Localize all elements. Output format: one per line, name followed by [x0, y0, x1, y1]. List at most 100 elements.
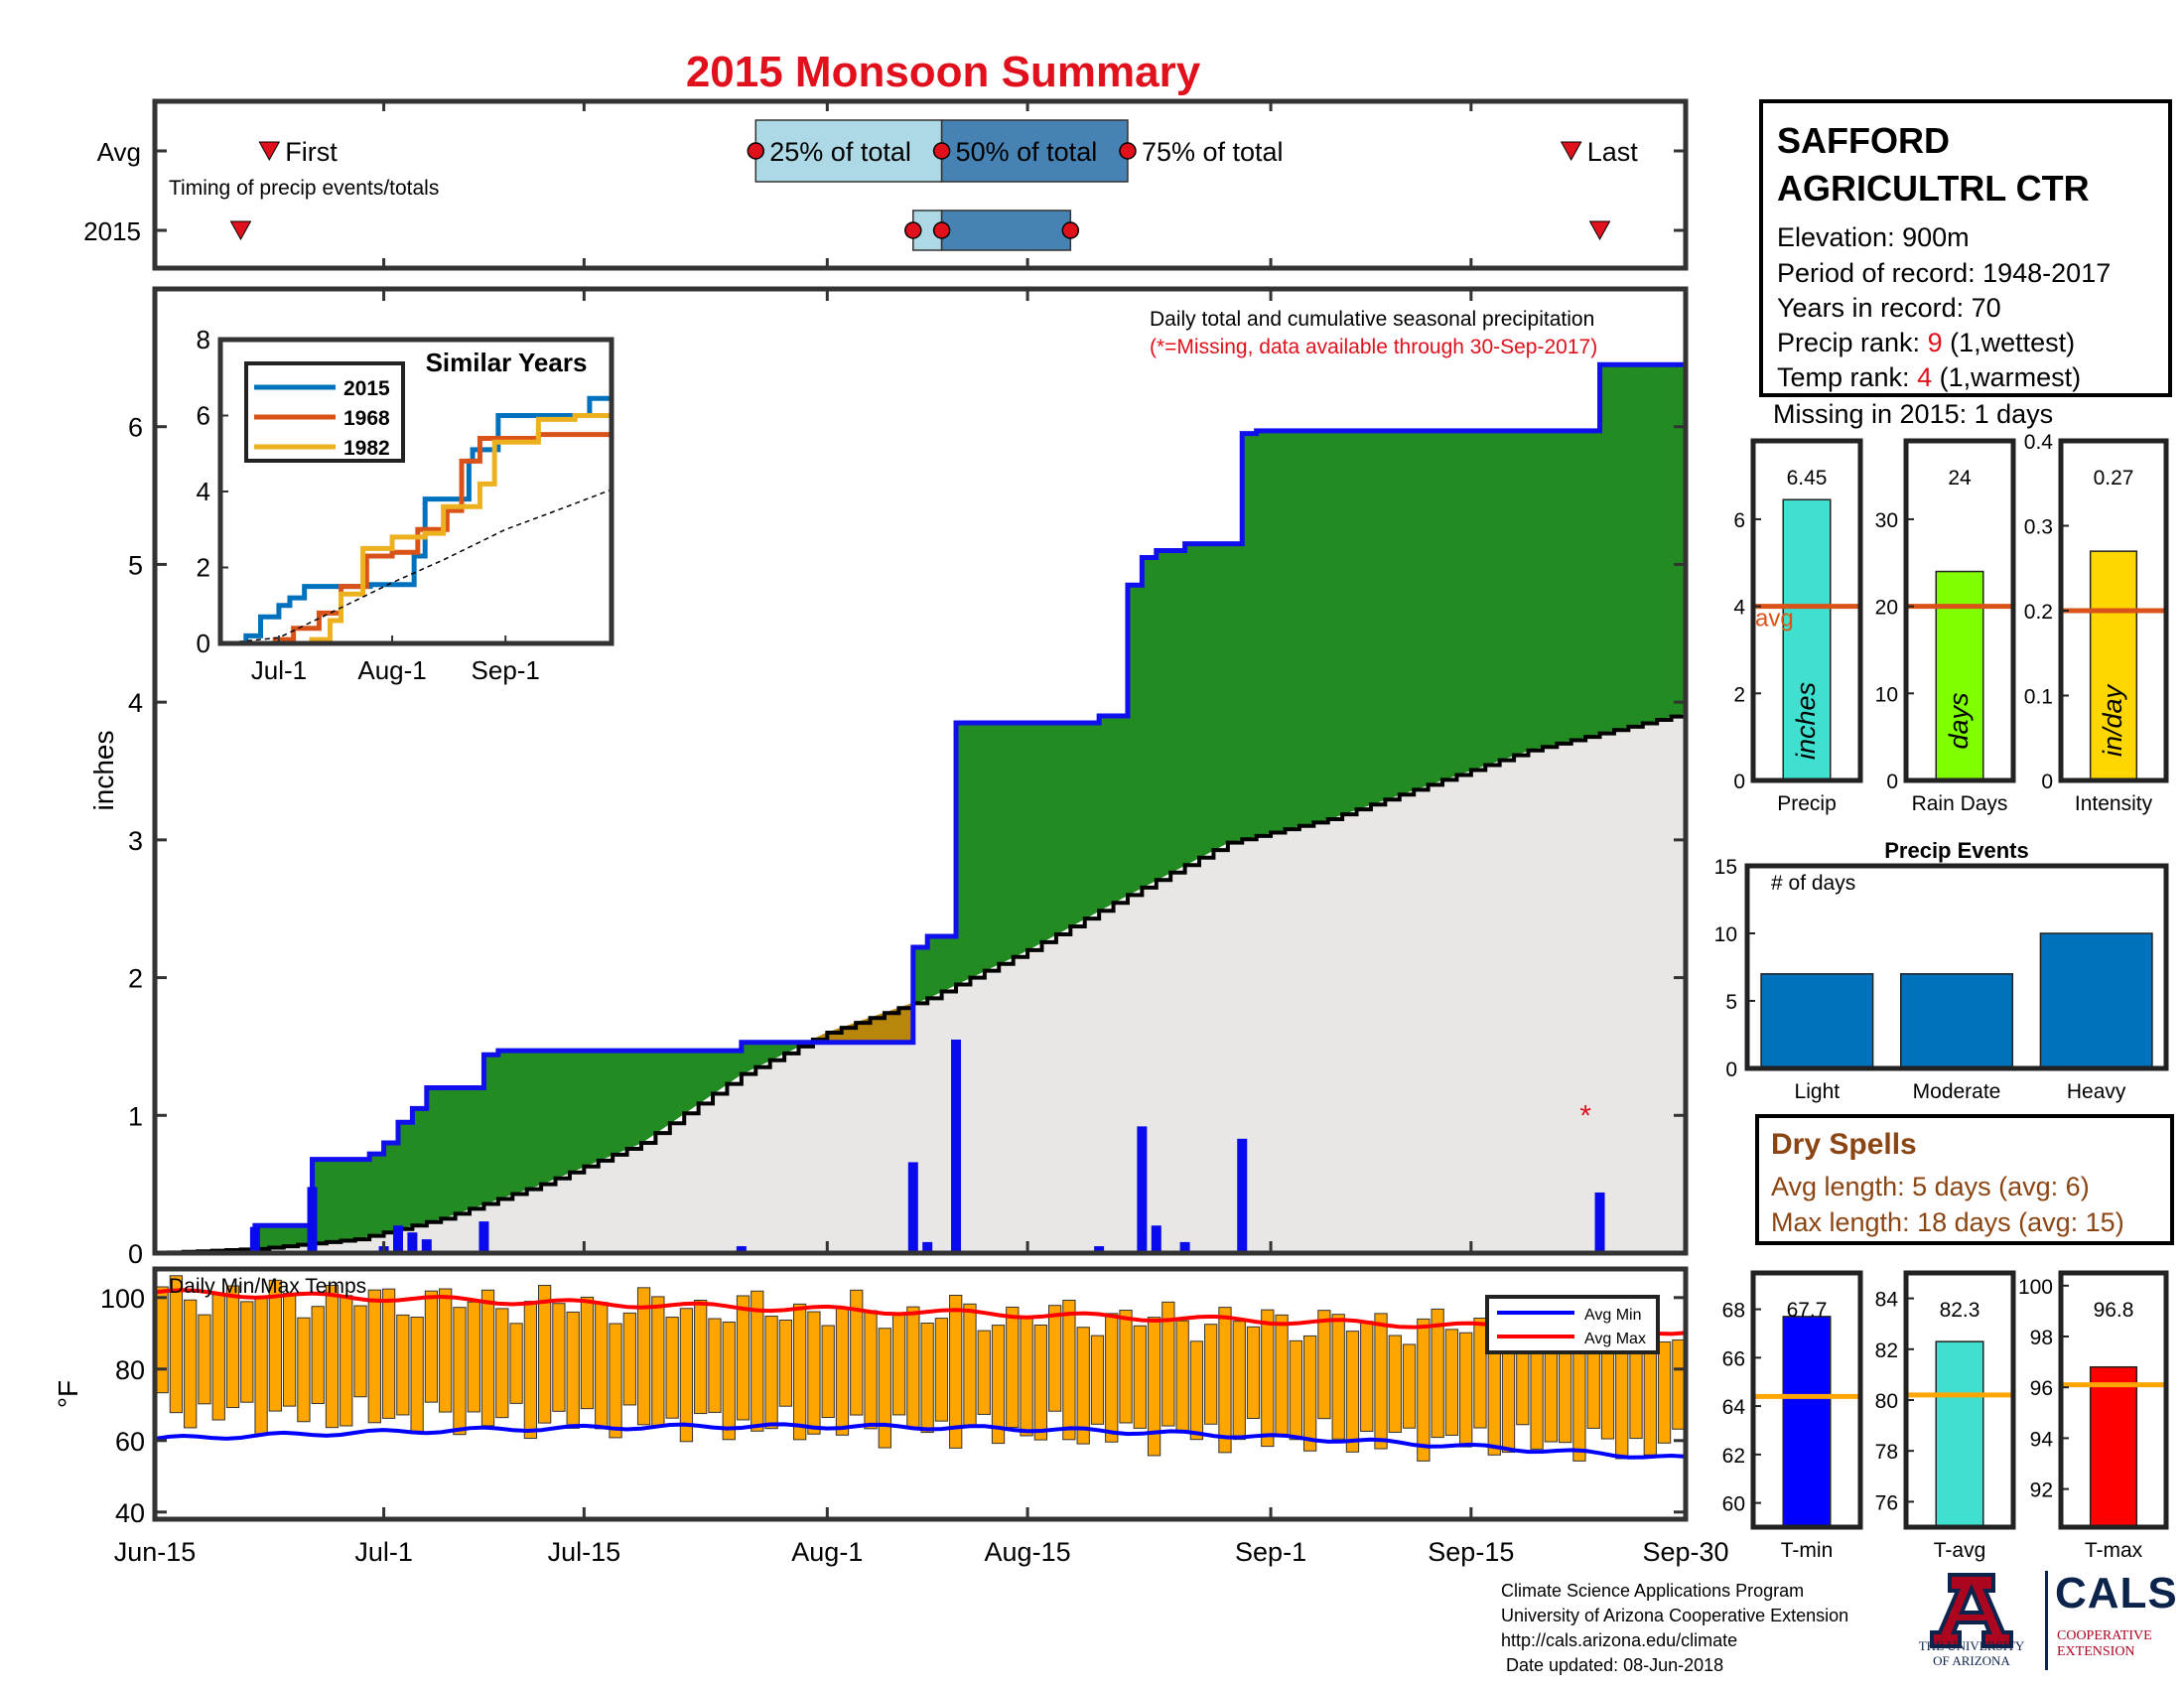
mini-y-tick-label: 96	[2030, 1377, 2053, 1400]
mini-category-label: Rain Days	[1912, 792, 2008, 815]
mini-category-label: T-avg	[1934, 1539, 1986, 1562]
mini-y-tick-label: 62	[1722, 1445, 1745, 1468]
inset-legend-label: 2015	[343, 377, 390, 400]
events-y-tick-label: 0	[1725, 1058, 1737, 1081]
daily-temp-range-bar	[1133, 1325, 1147, 1429]
mini-frame	[1750, 438, 1863, 783]
similar-series-line	[220, 413, 612, 646]
missing-marker: *	[1579, 1099, 1591, 1132]
station-info-box: SAFFORD AGRICULTRL CTR Elevation: 900m P…	[1759, 99, 2172, 397]
inset-x-tick-label: Aug-1	[357, 655, 426, 685]
daily-temp-range-bar	[622, 1312, 636, 1406]
daily-temp-range-bar	[480, 1289, 495, 1427]
mini-value-label: 67.7	[1787, 1299, 1828, 1322]
mini-avg-label: avg	[1755, 606, 1794, 633]
event-category-label: Light	[1795, 1080, 1841, 1103]
logo-divider	[2045, 1571, 2048, 1670]
daily-temp-range-bar	[1261, 1309, 1275, 1448]
daily-temp-range-bar	[722, 1321, 736, 1441]
temps-y-tick-label: 80	[115, 1355, 145, 1385]
daily-precip-bar	[951, 1039, 962, 1253]
timing-note: Timing of precip events/totals	[169, 177, 439, 200]
dry-spells-max: Max length: 18 days (avg: 15)	[1771, 1207, 2124, 1237]
daily-temp-range-bar	[1360, 1321, 1374, 1432]
mini-panel-precip: 0 2 4 6 6.45 Precip inches avg	[1733, 438, 1863, 815]
station-name-line1: SAFFORD	[1777, 120, 1950, 161]
daily-temp-range-bar	[1402, 1343, 1417, 1429]
daily-temp-range-bar	[1417, 1318, 1431, 1462]
inset-y-tick-label: 0	[197, 629, 210, 658]
daily-precip-bar	[1237, 1138, 1248, 1253]
y2015-timing-percentile-dot	[904, 221, 922, 239]
mini-value-bar	[2089, 1365, 2138, 1528]
daily-temp-range-bar	[1444, 1329, 1459, 1436]
mini-y-tick-label: 0	[1886, 771, 1898, 793]
inset-y-tick-label: 4	[197, 477, 210, 506]
x-tick-label: Sep-15	[1428, 1537, 1514, 1567]
events-y-tick-label: 10	[1714, 923, 1737, 946]
daily-temp-range-bar	[963, 1303, 977, 1427]
mini-panel-t-avg: 76 78 80 82 84 82.3 T-avg	[1875, 1270, 2016, 1562]
daily-temp-range-bar	[254, 1297, 268, 1436]
daily-temp-range-bar	[665, 1317, 679, 1419]
daily-temp-range-bar	[991, 1325, 1006, 1445]
x-tick-label: Jul-1	[354, 1537, 413, 1567]
daily-temp-range-bar	[694, 1300, 708, 1415]
mini-y-tick-label: 0.2	[2024, 601, 2053, 624]
daily-precip-bar	[922, 1241, 933, 1253]
cals-subtitle: COOPERATIVE EXTENSION	[2057, 1628, 2152, 1660]
temp-rank-note: (1,warmest)	[1932, 362, 2082, 392]
daily-temp-range-bar	[891, 1313, 906, 1416]
daily-temp-range-bar	[595, 1302, 609, 1430]
timing-panel: 25% of total 50% of total 75% of total Firs…	[83, 98, 1689, 271]
daily-temp-range-bar	[240, 1301, 254, 1403]
daily-temp-range-bar	[1246, 1326, 1261, 1420]
mini-unit-label: in/day	[2098, 683, 2127, 757]
mini-unit-label: inches	[1791, 682, 1821, 760]
cals-sub2: EXTENSION	[2057, 1644, 2135, 1659]
station-name: SAFFORD AGRICULTRL CTR	[1777, 117, 2090, 212]
y-tick-label: 5	[128, 550, 143, 580]
mini-y-tick-label: 84	[1875, 1289, 1899, 1312]
daily-temp-range-bar	[155, 1286, 169, 1394]
dry-spells-title: Dry Spells	[1771, 1128, 1917, 1161]
daily-precip-bar	[407, 1232, 418, 1253]
daily-temp-range-bar	[1657, 1340, 1672, 1444]
inset-x-tick-label: Jul-1	[251, 655, 307, 685]
daily-temp-range-bar	[1105, 1313, 1119, 1443]
inset-title: Similar Years	[426, 348, 588, 377]
daily-temp-range-bar	[353, 1305, 367, 1398]
ua-line2: OF ARIZONA	[1933, 1653, 2010, 1668]
event-bar	[1899, 973, 2014, 1069]
legend-label-avg-max: Avg Max	[1584, 1331, 1646, 1347]
daily-temp-range-bar	[778, 1319, 793, 1407]
daily-temp-range-bar	[1388, 1335, 1402, 1433]
daily-temp-range-bar	[1459, 1332, 1473, 1448]
daily-temp-range-bar	[934, 1318, 949, 1422]
inset-x-tick-label: Sep-1	[472, 655, 540, 685]
daily-temp-range-bar	[396, 1314, 410, 1416]
y-axis-label: inches	[88, 731, 119, 811]
annotation-main: Daily total and cumulative seasonal prec…	[1150, 308, 1594, 331]
temps-panel: 40 60 80 100 Jun-15 Jul-1 Jul-15 Aug-1 Aug-15 Sep…	[53, 1266, 1729, 1567]
temp-rank-value: 4	[1917, 362, 1933, 392]
events-title: Precip Events	[1884, 838, 2029, 863]
mini-value-bar	[1935, 1340, 1984, 1528]
mini-unit-label: days	[1944, 692, 1974, 749]
temps-y-tick-label: 60	[115, 1427, 145, 1457]
y-tick-label: 0	[128, 1239, 143, 1269]
daily-temp-range-bar	[636, 1287, 651, 1426]
p25-label: 25% of total	[769, 137, 911, 167]
temp-bars-panel: 60 62 64 66 68 67.7 T-min 76 78 80 82 84 82.3 T-avg 92…	[1722, 1270, 2169, 1562]
mini-value-bar	[2089, 550, 2138, 781]
events-y-tick-label: 5	[1725, 991, 1737, 1014]
avg-cumulative-line	[155, 713, 1688, 1255]
daily-precip-bar	[478, 1221, 489, 1253]
daily-temp-range-bar	[1431, 1308, 1444, 1439]
precip-rank-label: Precip rank:	[1777, 328, 1928, 357]
x-tick-label: Sep-1	[1235, 1537, 1306, 1567]
x-tick-label: Aug-1	[791, 1537, 863, 1567]
daily-temp-range-bar	[864, 1310, 878, 1430]
station-missing: Missing in 2015: 1 days	[1773, 399, 2054, 430]
